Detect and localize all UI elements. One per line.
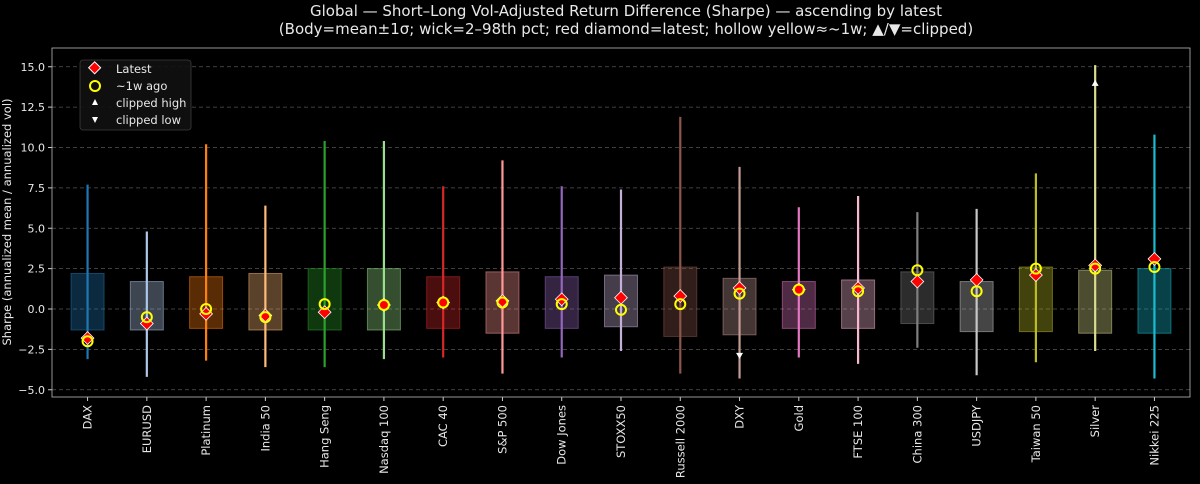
legend-week-ago-icon (89, 80, 101, 92)
week-ago-marker-Hang Seng (318, 298, 331, 311)
chart-title: Global — Short–Long Vol-Adjusted Return … (310, 2, 942, 20)
x-tick-label: DAX (81, 405, 95, 430)
latest-marker-FTSE 100 (851, 281, 866, 295)
x-tick-label: FTSE 100 (851, 405, 865, 459)
x-tick-label: EURUSD (140, 405, 154, 453)
x-tick-label: DXY (733, 404, 747, 429)
x-tick-label: S&P 500 (495, 405, 509, 454)
week-ago-marker-DXY (733, 287, 746, 300)
week-ago-marker-Nasdaq 100 (377, 298, 390, 311)
latest-marker-USDJPY (969, 273, 984, 287)
week-ago-marker-India 50 (259, 311, 272, 324)
clipped-high-marker (1091, 79, 1099, 86)
x-tick-label: Russell 2000 (673, 405, 687, 478)
x-tick-label: STOXX50 (614, 405, 628, 458)
y-tick-label: 15.0 (21, 61, 46, 74)
x-tick-label: Platinum (199, 405, 213, 456)
x-tick-label: USDJPY (970, 404, 984, 447)
x-tick-label: Dow Jones (555, 405, 569, 465)
week-ago-marker-Russell 2000 (674, 298, 687, 311)
week-ago-marker-S&P 500 (496, 296, 509, 309)
week-ago-marker-Dow Jones (555, 298, 568, 311)
y-axis-label: Sharpe (annualized mean / annualized vol… (0, 98, 14, 345)
x-tick-label: Hang Seng (318, 405, 332, 468)
y-tick-label: 5.0 (28, 222, 46, 235)
x-tick-label: Silver (1088, 405, 1102, 438)
week-ago-marker-Silver (1089, 262, 1102, 275)
y-tick-label: 2.5 (28, 263, 46, 276)
week-ago-marker-USDJPY (970, 285, 983, 298)
y-tick-label: 10.0 (21, 142, 46, 155)
week-ago-marker-CAC 40 (437, 296, 450, 309)
y-tick-label: 0.0 (28, 303, 46, 316)
week-ago-marker-Platinum (200, 303, 213, 315)
chart-subtitle: (Body=mean±1σ; wick=2–98th pct; red diam… (279, 20, 973, 38)
y-tick-label: −5.0 (18, 384, 45, 397)
x-tick-label: CAC 40 (436, 405, 450, 447)
x-tick-label: Nikkei 225 (1147, 405, 1161, 466)
legend-clipped-low-icon (92, 117, 98, 123)
x-tick-label: Nasdaq 100 (377, 405, 391, 474)
y-tick-label: −2.5 (18, 343, 45, 356)
latest-marker-DAX (80, 331, 95, 345)
latest-marker-Silver (1088, 258, 1103, 273)
week-ago-marker-Nikkei 225 (1148, 261, 1161, 274)
week-ago-marker-STOXX50 (615, 303, 627, 316)
week-ago-marker-FTSE 100 (852, 285, 865, 298)
legend-week-ago-label: ~1w ago (116, 79, 167, 93)
legend-latest-label: Latest (116, 62, 152, 76)
legend-clipped-high-label: clipped high (116, 96, 186, 110)
week-ago-marker-EURUSD (140, 311, 153, 324)
clipped-low-marker (736, 352, 744, 359)
latest-marker-China 300 (910, 274, 925, 289)
week-ago-marker-Taiwan 50 (1029, 262, 1042, 275)
x-tick-label: Gold (792, 405, 806, 431)
legend-clipped-low-label: clipped low (116, 113, 181, 127)
y-tick-label: 12.5 (21, 101, 46, 114)
y-tick-label: 7.5 (28, 182, 46, 195)
week-ago-marker-DAX (81, 335, 94, 348)
x-tick-label: Taiwan 50 (1029, 405, 1043, 463)
week-ago-marker-Gold (792, 283, 805, 296)
latest-marker-STOXX50 (614, 290, 628, 305)
plot-frame (51, 47, 1191, 398)
x-tick-label: India 50 (258, 405, 272, 452)
week-ago-marker-China 300 (911, 264, 924, 277)
x-tick-label: China 300 (910, 405, 924, 463)
legend-box (79, 59, 192, 131)
legend-latest-icon (87, 61, 102, 75)
legend-clipped-high-icon (92, 99, 98, 105)
legend: Latest ~1w ago clipped high clipped low (79, 59, 192, 131)
